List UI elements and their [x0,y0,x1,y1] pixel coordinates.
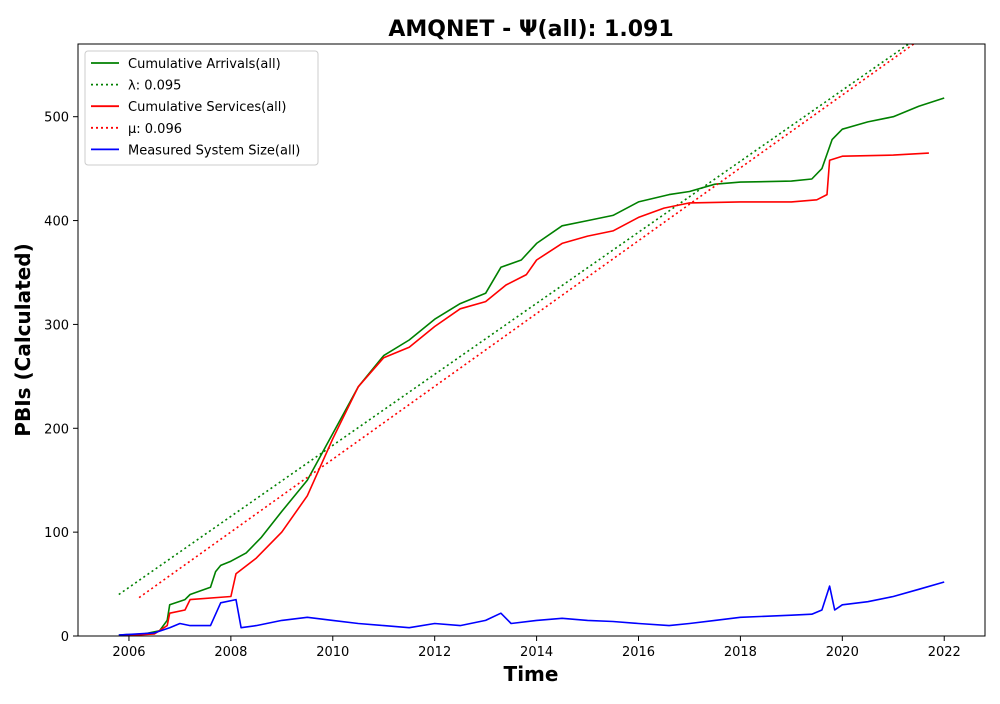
legend-label-1: λ: 0.095 [128,79,181,94]
x-tick-label-0: 2006 [112,645,145,660]
x-tick-label-4: 2014 [520,645,553,660]
x-tick-label-8: 2022 [928,645,961,660]
x-axis: 2006 2008 2010 2012 2014 2016 2018 2020 2022 [112,636,961,660]
legend-label-0: Cumulative Arrivals(all) [128,57,281,72]
series-line-1 [118,44,910,596]
y-tick-label-1: 100 [44,526,69,541]
plot-area [118,44,945,636]
y-tick-label-2: 200 [44,422,69,437]
legend-label-3: μ: 0.096 [128,122,182,137]
x-tick-label-1: 2008 [214,645,247,660]
x-tick-label-3: 2012 [418,645,451,660]
series-line-3 [138,44,915,599]
series-line-4 [118,581,945,636]
legend: Cumulative Arrivals(all) λ: 0.095 Cumulati… [84,50,319,166]
y-tick-label-3: 300 [44,318,69,333]
x-tick-label-2: 2010 [316,645,349,660]
series-line-0 [118,97,945,636]
y-tick-label-5: 500 [44,111,69,126]
legend-label-4: Measured System Size(all) [128,143,300,158]
legend-box [84,50,319,166]
y-tick-label-4: 400 [44,215,69,230]
series-line-2 [118,152,929,636]
y-axis-label: PBIs (Calculated) [11,243,35,436]
plot-frame [77,43,986,637]
x-tick-label-5: 2016 [622,645,655,660]
x-axis-label: Time [504,662,559,686]
chart-title: AMQNET - Ψ(all): 1.091 [388,17,673,42]
y-axis: 0 100 200 300 400 500 [44,111,78,645]
x-tick-label-7: 2020 [826,645,859,660]
legend-label-2: Cumulative Services(all) [128,100,286,115]
x-tick-label-6: 2018 [724,645,757,660]
y-tick-label-0: 0 [61,630,69,645]
